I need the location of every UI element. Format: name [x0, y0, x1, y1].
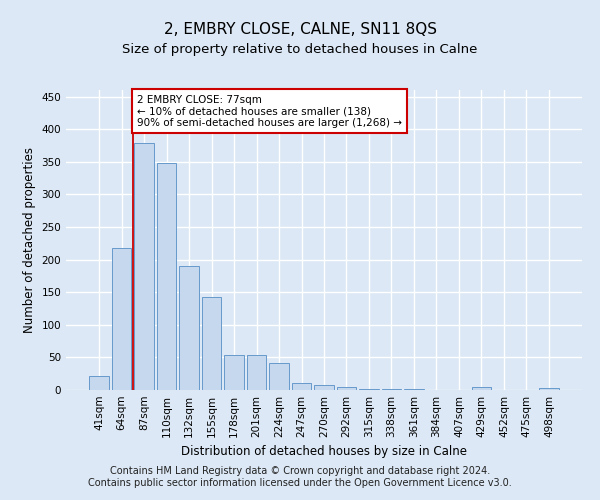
Bar [539, 388, 559, 390]
Bar [157, 163, 176, 390]
Bar [292, 383, 311, 390]
Text: 2, EMBRY CLOSE, CALNE, SN11 8QS: 2, EMBRY CLOSE, CALNE, SN11 8QS [163, 22, 437, 38]
Bar [472, 388, 491, 390]
Bar [202, 296, 221, 390]
Text: Contains HM Land Registry data © Crown copyright and database right 2024.
Contai: Contains HM Land Registry data © Crown c… [88, 466, 512, 487]
Bar [179, 266, 199, 390]
Text: 2 EMBRY CLOSE: 77sqm
← 10% of detached houses are smaller (138)
90% of semi-deta: 2 EMBRY CLOSE: 77sqm ← 10% of detached h… [137, 94, 402, 128]
Bar [89, 376, 109, 390]
Y-axis label: Number of detached properties: Number of detached properties [23, 147, 36, 333]
Bar [382, 388, 401, 390]
Bar [269, 364, 289, 390]
Bar [359, 388, 379, 390]
Bar [337, 388, 356, 390]
Bar [224, 355, 244, 390]
Bar [134, 144, 154, 390]
Bar [314, 385, 334, 390]
Bar [247, 355, 266, 390]
Bar [112, 248, 131, 390]
Text: Size of property relative to detached houses in Calne: Size of property relative to detached ho… [122, 42, 478, 56]
X-axis label: Distribution of detached houses by size in Calne: Distribution of detached houses by size … [181, 446, 467, 458]
